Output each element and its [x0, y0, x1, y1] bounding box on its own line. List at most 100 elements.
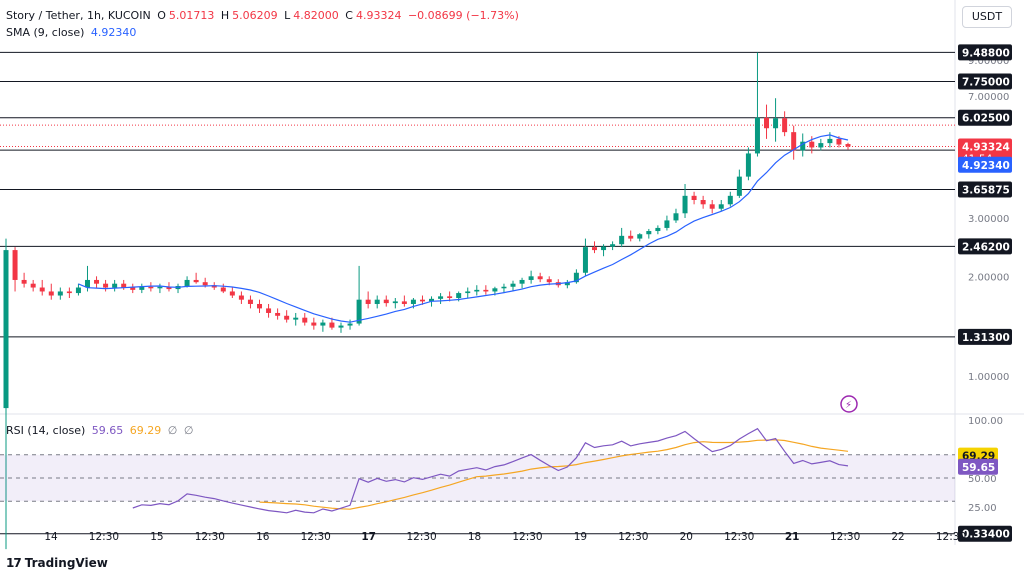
time-tick-label: 17 — [361, 531, 376, 543]
candle-body — [456, 293, 462, 299]
rsi-badge — [958, 458, 998, 475]
candle-body — [447, 296, 453, 299]
candle-body — [48, 291, 54, 296]
level-badge — [958, 73, 1012, 90]
time-tick-label: 15 — [150, 531, 163, 543]
candle-body — [745, 153, 751, 177]
candle-body — [275, 312, 281, 316]
time-tick-label: 12:30 — [936, 531, 966, 543]
tradingview-logo[interactable]: 17 TradingView — [6, 556, 108, 570]
time-tick-label: 12:30 — [724, 531, 754, 543]
rsi-line — [132, 427, 849, 514]
close-value: 4.93324 — [355, 9, 402, 22]
rsi-ma-line — [259, 439, 849, 510]
time-tick-label: 12:30 — [830, 531, 860, 543]
time-tick-label: 12:30 — [406, 531, 436, 543]
candle-body — [247, 299, 253, 304]
candle-body — [94, 279, 100, 284]
candle-body — [465, 291, 471, 294]
candle-body — [655, 227, 661, 232]
candle-body — [103, 283, 109, 288]
candle-body — [193, 279, 199, 283]
change-value: −0.08699 (−1.73%) — [407, 9, 519, 22]
candle-body — [601, 246, 607, 251]
candle-body — [528, 276, 534, 280]
price-tick-label: 7.00000 — [968, 92, 1009, 103]
sma-value: 4.92340 — [90, 26, 137, 39]
price-tick-label: 9.00000 — [968, 56, 1009, 67]
candle-body — [392, 301, 398, 304]
candle-body — [338, 325, 344, 328]
rsi-extra-1: ∅ — [167, 424, 178, 437]
candle-body — [474, 289, 480, 292]
sma-badge — [958, 156, 1012, 173]
candle-body — [573, 272, 579, 283]
time-tick-label: 12:30 — [195, 531, 225, 543]
candle-body — [410, 299, 416, 304]
candle-body — [610, 244, 616, 247]
candle-body — [646, 231, 652, 235]
level-badge — [958, 238, 1012, 255]
candle-body — [510, 283, 516, 287]
level-label: 3.65875 — [962, 184, 1010, 196]
low-value: 4.82000 — [293, 9, 339, 22]
candle-body — [184, 279, 190, 286]
candle-body — [809, 141, 815, 148]
level-label: 2.46200 — [962, 241, 1010, 253]
candle-body — [800, 141, 806, 151]
candle-body — [791, 132, 797, 151]
candle-body — [691, 195, 697, 200]
high-label: H — [220, 9, 230, 22]
price-tick-label: 1.00000 — [968, 372, 1009, 383]
candle-body — [166, 286, 172, 290]
time-tick-label: 21 — [785, 531, 800, 543]
candle-body — [483, 289, 489, 292]
time-tick-label: 12:30 — [89, 531, 119, 543]
candle-body — [537, 276, 543, 280]
rsi-header: RSI (14, close) 59.65 69.29 ∅ ∅ — [6, 424, 196, 437]
symbol-name[interactable]: Story / Tether, 1h, KUCOIN — [6, 9, 151, 22]
time-tick-label: 12:30 — [512, 531, 542, 543]
price-tick-label: 2.00000 — [968, 272, 1009, 283]
rsi-tick-label: 100.00 — [968, 416, 1003, 427]
candle-body — [764, 117, 770, 129]
candle-body — [736, 176, 742, 196]
candle-body — [782, 118, 788, 133]
candle-body — [3, 250, 9, 409]
candle-body — [546, 279, 552, 283]
tradingview-logo-icon: 17 — [6, 556, 22, 570]
candle-body — [302, 317, 308, 323]
candle-body — [836, 138, 842, 145]
candle-body — [591, 247, 597, 251]
rsi-value: 59.65 — [91, 424, 124, 437]
price-tick-label: 3.00000 — [968, 214, 1009, 225]
candle-body — [202, 282, 208, 286]
candle-body — [818, 143, 824, 148]
candle-body — [429, 298, 435, 302]
candle-body — [682, 195, 688, 214]
sma-label[interactable]: SMA (9, close) — [6, 26, 85, 39]
level-badge — [958, 44, 1012, 61]
level-label: 1.31300 — [962, 332, 1010, 344]
candle-body — [383, 299, 389, 304]
candle-body — [401, 301, 407, 304]
candle-body — [112, 283, 118, 288]
candle-body — [220, 287, 226, 292]
lightning-icon — [840, 395, 858, 413]
rsi-tick-label: 25.00 — [968, 503, 997, 514]
currency-button[interactable]: USDT — [962, 6, 1012, 28]
candle-body — [754, 117, 760, 154]
last-price-label: 4.93324 — [962, 141, 1010, 153]
candle-body — [66, 291, 72, 294]
candle-body — [827, 138, 833, 144]
rsi-label[interactable]: RSI (14, close) — [6, 424, 86, 437]
candle-body — [347, 323, 353, 326]
candle-body — [501, 286, 507, 289]
level-badge — [958, 109, 1012, 126]
time-tick-label: 14 — [44, 531, 58, 543]
candle-body — [293, 317, 299, 320]
sma-header: SMA (9, close) 4.92340 — [6, 26, 139, 39]
candle-body — [365, 299, 371, 304]
candle-body — [582, 247, 588, 273]
